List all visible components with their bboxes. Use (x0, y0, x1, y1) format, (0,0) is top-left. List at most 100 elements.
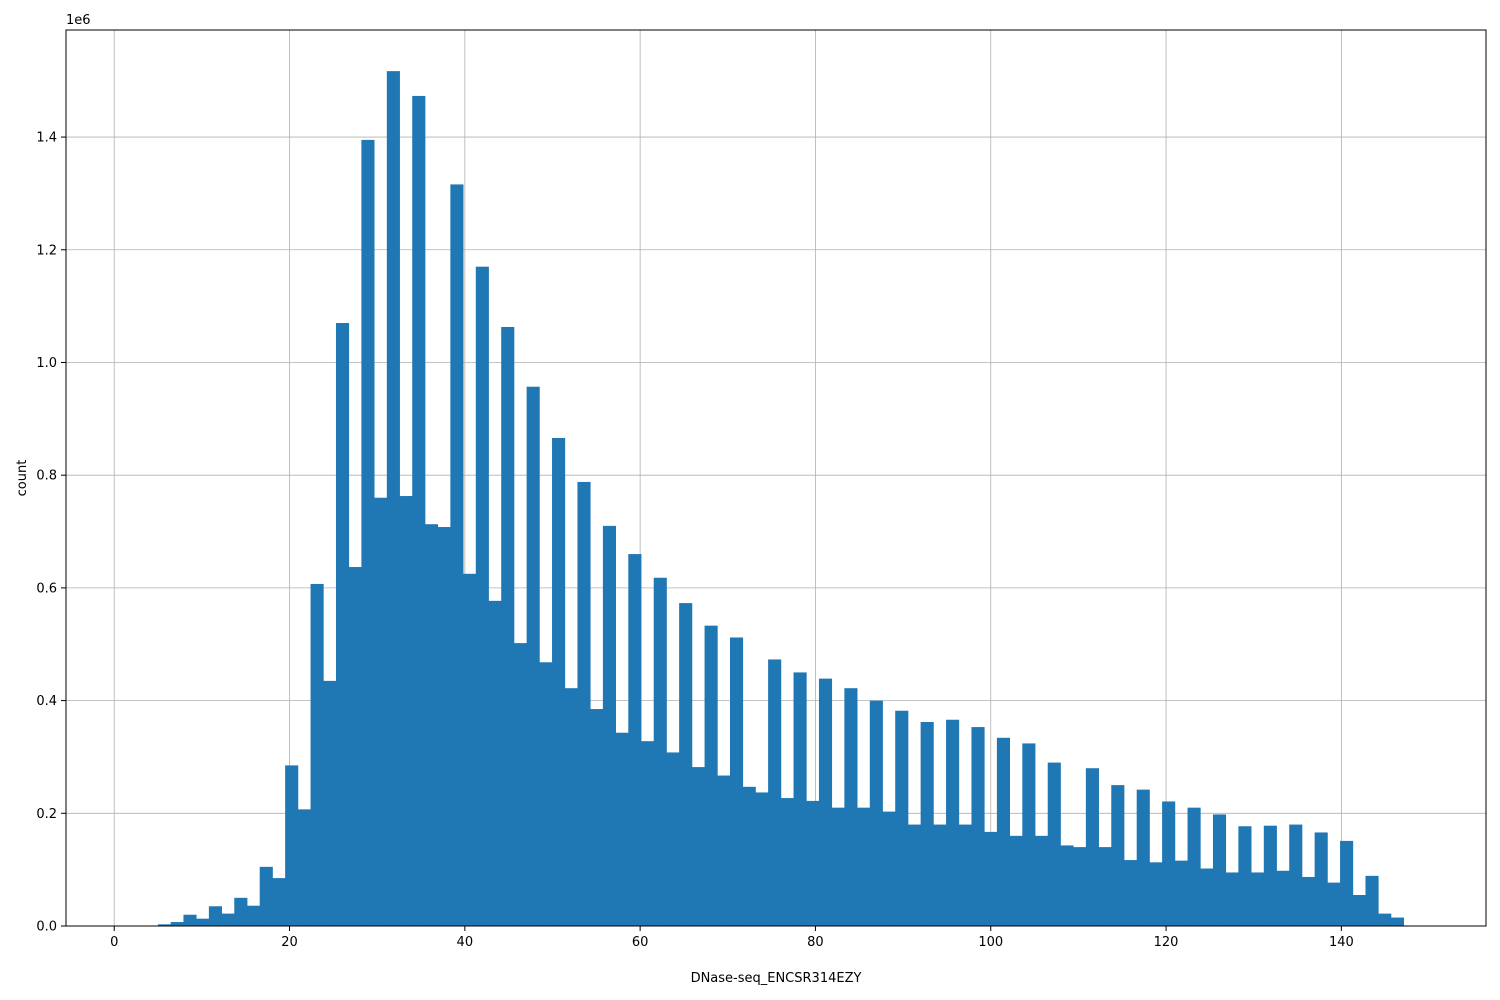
histogram-bar (666, 752, 680, 926)
histogram-bar (1174, 860, 1188, 926)
histogram-bar (729, 637, 744, 926)
y-tick-label: 0.4 (36, 694, 57, 709)
histogram-bar (818, 678, 833, 926)
histogram-bar (361, 139, 375, 927)
x-tick-label: 120 (1154, 935, 1179, 950)
histogram-bar (755, 792, 769, 926)
histogram-bar (933, 824, 947, 926)
histogram-bar (996, 737, 1010, 926)
y-axis-ticks: 0.0 0.2 0.4 0.6 0.8 1.0 1.2 1.4 (36, 131, 66, 935)
histogram-bar (971, 727, 985, 926)
histogram-bar (488, 600, 502, 926)
histogram-bar (907, 824, 922, 926)
histogram-bar (221, 913, 235, 926)
y-axis-label: count (15, 460, 30, 497)
histogram-bar (742, 786, 756, 926)
histogram-bar (857, 807, 871, 926)
histogram-bar (297, 809, 311, 926)
histogram-bar (615, 732, 629, 926)
histogram-bar (1022, 743, 1036, 926)
histogram-bar (1225, 872, 1239, 926)
histogram-bar (1327, 882, 1341, 926)
histogram-bar (768, 659, 782, 926)
y-tick-label: 0.8 (36, 469, 57, 484)
histogram-bar (602, 525, 616, 926)
histogram-bar (526, 386, 540, 926)
histogram-bar (1390, 917, 1405, 926)
histogram-bar (844, 688, 858, 926)
histogram-bar (539, 662, 553, 926)
histogram-bar (1123, 860, 1138, 926)
histogram-bar (1289, 824, 1303, 926)
histogram-bar (691, 767, 705, 926)
histogram-bar (869, 700, 883, 926)
histogram-bar (1352, 895, 1366, 926)
histogram-bar (1263, 825, 1277, 926)
histogram-bar (920, 722, 934, 926)
histogram-bar (780, 798, 794, 926)
histogram-bar (310, 583, 324, 926)
x-axis-ticks: 0 20 40 60 80 100 120 140 (110, 926, 1354, 950)
histogram-bar (170, 922, 184, 926)
histogram-bar (1340, 840, 1354, 926)
histogram-bars (158, 71, 1405, 927)
histogram-bar (158, 924, 172, 926)
y-axis-offset-label: 1e6 (66, 13, 91, 28)
histogram-bar (513, 643, 528, 926)
histogram-bar (1212, 814, 1227, 926)
histogram-bar (1314, 832, 1328, 926)
histogram-bar (806, 800, 820, 926)
histogram-bar (1136, 789, 1150, 926)
x-tick-label: 40 (457, 935, 474, 950)
histogram-bar (653, 577, 667, 926)
histogram-bar (704, 625, 718, 926)
histogram-bar (1251, 872, 1265, 926)
histogram-bar (463, 573, 477, 926)
histogram-bar (501, 326, 515, 927)
histogram-bar (717, 775, 731, 926)
histogram-bar (475, 266, 489, 926)
histogram-bar (183, 914, 197, 926)
histogram-bar (374, 497, 388, 926)
y-tick-label: 1.2 (36, 243, 57, 258)
histogram-bar (1149, 862, 1163, 926)
histogram-bar (1200, 868, 1214, 926)
histogram-bar (399, 496, 413, 926)
histogram-bar (1162, 801, 1176, 926)
histogram-bar (1276, 870, 1290, 926)
histogram-bar (1047, 762, 1061, 926)
y-tick-label: 1.0 (36, 356, 57, 371)
histogram-bar (895, 710, 909, 926)
histogram-bar (882, 811, 896, 926)
histogram-bar (272, 878, 286, 926)
histogram-bar (196, 918, 210, 926)
histogram-bar (1111, 785, 1125, 926)
plot-area-frame (65, 29, 1487, 927)
histogram-bar (1098, 847, 1112, 926)
histogram-bar (1085, 768, 1099, 926)
histogram-bar (1378, 913, 1392, 926)
histogram-bar (641, 741, 655, 926)
histogram-bar (208, 906, 222, 926)
histogram-bar (234, 897, 248, 926)
histogram-bar (984, 831, 998, 926)
histogram-bar (552, 437, 566, 926)
histogram-bar (450, 184, 464, 926)
histogram-bar (1009, 835, 1023, 926)
x-tick-label: 80 (807, 935, 824, 950)
histogram-bar (285, 765, 299, 926)
x-tick-label: 140 (1329, 935, 1354, 950)
histogram-bar (259, 866, 273, 926)
histogram-bar (323, 680, 337, 926)
histogram-bar (590, 709, 604, 926)
x-tick-label: 60 (632, 935, 649, 950)
histogram-bar (348, 567, 362, 926)
x-tick-label: 0 (110, 935, 118, 950)
histogram-bar (437, 527, 451, 926)
histogram-bar (793, 672, 807, 926)
histogram-bar (247, 905, 261, 926)
histogram-bar (1187, 807, 1201, 926)
histogram-bar (946, 719, 960, 926)
histogram-bar (831, 807, 845, 926)
